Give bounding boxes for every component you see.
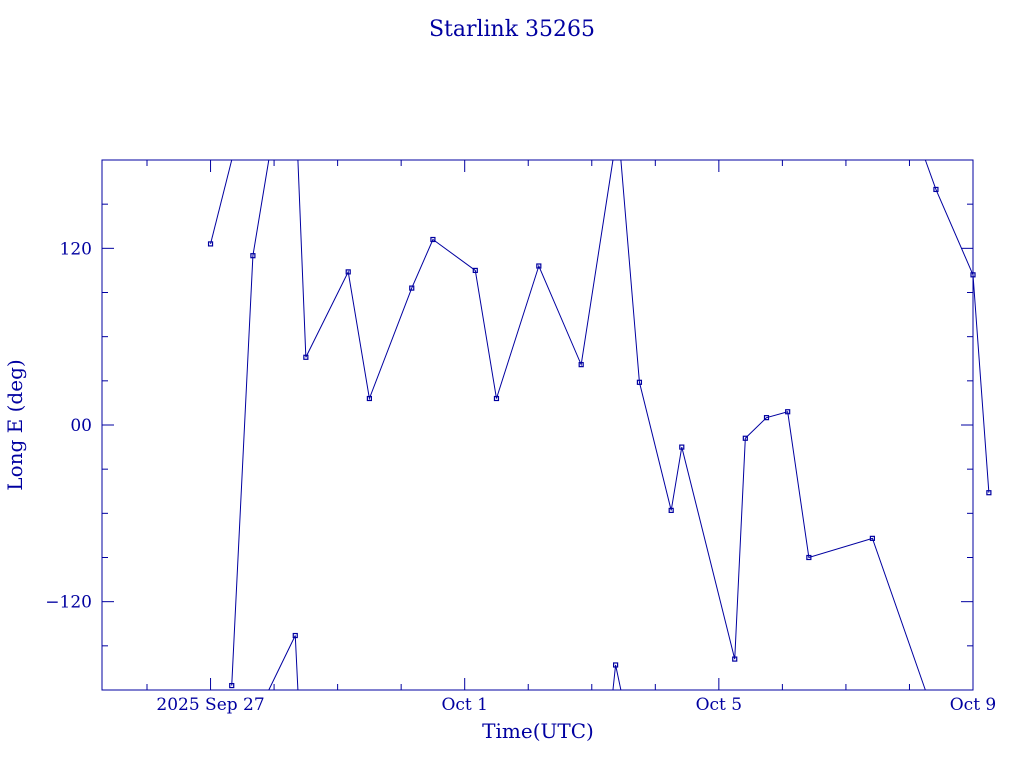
data-point bbox=[970, 272, 976, 278]
data-point bbox=[366, 395, 372, 402]
series-line bbox=[210, 159, 233, 245]
data-point bbox=[806, 554, 812, 561]
data-point bbox=[679, 444, 685, 450]
series-line bbox=[924, 159, 990, 493]
data-point bbox=[636, 379, 643, 385]
x-tick-label: 2025 Sep 27 bbox=[156, 695, 264, 715]
data-point bbox=[763, 415, 770, 421]
series-line bbox=[612, 664, 622, 691]
data-point bbox=[732, 656, 738, 662]
data-point bbox=[292, 632, 298, 639]
data-point bbox=[250, 253, 256, 259]
data-point bbox=[430, 236, 436, 243]
plot-frame bbox=[101, 159, 974, 691]
data-point bbox=[303, 354, 309, 360]
data-point bbox=[207, 241, 214, 247]
series-line bbox=[268, 635, 299, 691]
data-point bbox=[785, 409, 791, 415]
data-point bbox=[742, 435, 748, 441]
data-point bbox=[493, 395, 500, 402]
data-point bbox=[612, 662, 619, 668]
series-line bbox=[620, 159, 926, 691]
axis-ticks bbox=[102, 160, 974, 690]
x-tick-label: Oct 9 bbox=[950, 695, 997, 715]
y-tick-label: −120 bbox=[45, 593, 92, 613]
x-tick-label: Oct 1 bbox=[441, 695, 488, 715]
series-line bbox=[231, 159, 270, 686]
data-point bbox=[345, 269, 351, 275]
data-point bbox=[536, 263, 542, 269]
data-point bbox=[668, 507, 674, 513]
y-axis-label: Long E (deg) bbox=[3, 359, 27, 490]
data-point bbox=[472, 267, 478, 274]
data-point bbox=[578, 362, 584, 368]
series-longitude bbox=[207, 159, 992, 691]
series-line bbox=[297, 159, 614, 401]
axis-tick-labels: 2025 Sep 27 Oct 1 Oct 5 Oct 9 120 00 −120 bbox=[45, 239, 996, 715]
data-point bbox=[229, 682, 235, 689]
x-tick-label: Oct 5 bbox=[696, 695, 743, 715]
data-point bbox=[986, 490, 992, 496]
y-tick-label: 120 bbox=[60, 239, 92, 259]
data-point bbox=[933, 186, 939, 193]
x-axis-label: Time(UTC) bbox=[482, 719, 594, 743]
data-point bbox=[409, 285, 415, 291]
y-tick-label: 00 bbox=[70, 416, 92, 436]
chart-title: Starlink 35265 bbox=[429, 17, 595, 42]
data-point bbox=[869, 535, 875, 541]
